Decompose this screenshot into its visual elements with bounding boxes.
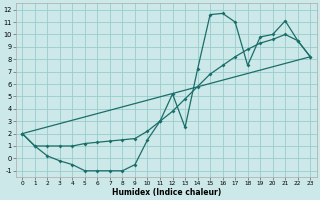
X-axis label: Humidex (Indice chaleur): Humidex (Indice chaleur) xyxy=(112,188,221,197)
